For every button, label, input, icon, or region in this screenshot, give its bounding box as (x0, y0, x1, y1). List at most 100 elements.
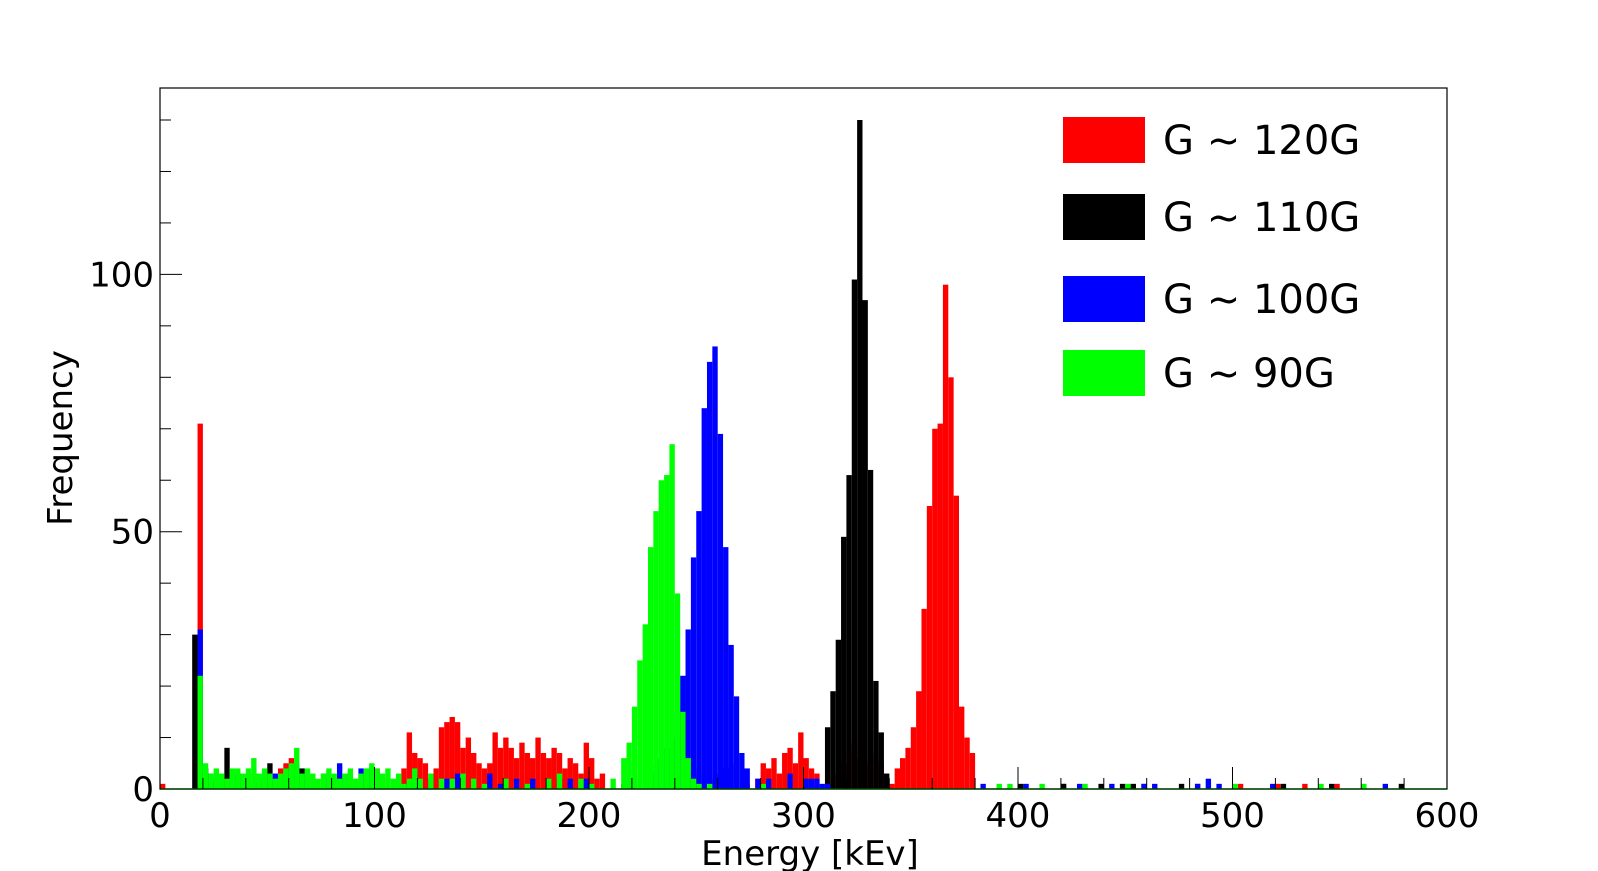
histogram-bar (696, 511, 702, 789)
histogram-bar (905, 747, 911, 789)
histogram-bar (417, 758, 423, 789)
histogram-bar (336, 763, 343, 789)
histogram-bar (288, 763, 295, 789)
histogram-bar (406, 778, 413, 789)
histogram-bar (449, 716, 455, 789)
histogram-bar (883, 773, 890, 789)
histogram-bar (578, 778, 584, 789)
histogram-bar (535, 737, 541, 789)
histogram-bar (932, 428, 938, 789)
histogram-bar (438, 727, 445, 789)
histogram-bar (197, 423, 203, 789)
x-tick-label: 300 (771, 796, 836, 836)
histogram-bar (497, 747, 504, 789)
histogram-bar (476, 763, 482, 789)
histogram-bar (546, 758, 552, 789)
histogram-bar (873, 680, 879, 789)
histogram-bar (530, 778, 536, 789)
legend-label: G ~ 120G (1163, 118, 1360, 164)
y-tick-label: 50 (111, 513, 154, 553)
histogram-bar (824, 783, 831, 789)
histogram-bar (583, 778, 589, 789)
x-tick-label: 500 (1200, 796, 1265, 836)
legend-label: G ~ 100G (1163, 277, 1360, 323)
histogram-bar (814, 778, 820, 789)
histogram-bar (830, 691, 836, 789)
histogram-bar (594, 778, 600, 789)
histogram-bar (202, 763, 209, 789)
histogram-bar (589, 758, 595, 789)
histogram-bar (1023, 783, 1029, 789)
histogram-bar (567, 778, 573, 789)
histogram-bar (481, 768, 488, 789)
histogram-bar (916, 691, 922, 789)
histogram-bar (213, 768, 219, 789)
histogram-bar (803, 778, 809, 789)
histogram-bar (444, 778, 450, 789)
histogram-bar (471, 778, 477, 789)
histogram-bar (803, 758, 809, 789)
histogram-bar (1216, 783, 1222, 789)
histogram-bar (889, 783, 895, 789)
histogram-bar (572, 763, 579, 789)
histogram-bar (315, 778, 321, 789)
histogram-bar (326, 768, 332, 789)
histogram-bar (272, 778, 278, 789)
histogram-bar (261, 768, 268, 789)
histogram-bar (701, 408, 707, 789)
histogram-bar (948, 377, 954, 789)
histogram-bar (792, 763, 799, 789)
histogram-bar (910, 727, 917, 789)
series-4 (197, 444, 1367, 789)
histogram-bar (353, 778, 359, 789)
histogram-bar (798, 732, 804, 789)
histogram-bar (336, 778, 343, 789)
histogram-bar (723, 547, 729, 789)
histogram-bar (862, 300, 868, 789)
histogram-bar (583, 742, 589, 789)
histogram-bar (454, 722, 461, 789)
histogram-bar (524, 752, 531, 789)
histogram-bar (417, 778, 423, 789)
histogram-bar (755, 778, 761, 789)
histogram-bar (530, 758, 536, 789)
histogram-bar (953, 495, 960, 789)
histogram-bar (1082, 783, 1088, 789)
histogram-bar (513, 778, 520, 789)
y-tick-label: 100 (89, 255, 154, 295)
histogram-bar (347, 768, 354, 789)
x-tick-label: 400 (986, 796, 1051, 836)
histogram-bar (320, 773, 327, 789)
histogram-bar (696, 783, 702, 789)
histogram-bar (379, 773, 386, 789)
histogram-bar (224, 778, 230, 789)
histogram-bar (744, 768, 750, 789)
histogram-bar (706, 783, 713, 789)
y-axis: 0 50 100 (89, 119, 182, 810)
histogram-bar (1232, 783, 1238, 789)
histogram-bar (1098, 783, 1104, 789)
histogram-bar (401, 768, 407, 789)
histogram-bar (1178, 783, 1185, 789)
histogram-bar (235, 768, 241, 789)
y-axis-title: Frequency (41, 350, 81, 526)
legend-swatch (1063, 117, 1145, 163)
legend-label: G ~ 110G (1163, 195, 1360, 241)
histogram-bar (626, 742, 632, 789)
histogram-bar (1329, 783, 1335, 789)
histogram-bar (497, 783, 504, 789)
histogram-bar (358, 773, 364, 789)
histogram-bar (824, 727, 831, 789)
histogram-bar (669, 444, 675, 789)
histogram-bar (208, 773, 214, 789)
histogram-bar (406, 732, 413, 789)
histogram-bar (1318, 783, 1324, 789)
histogram-bar (1237, 783, 1244, 789)
histogram-bar (503, 778, 509, 789)
histogram-bar (808, 768, 815, 789)
histogram-bar (760, 783, 766, 789)
histogram-bars (160, 120, 1447, 790)
histogram-bar (739, 752, 745, 789)
histogram-bar (846, 475, 852, 789)
